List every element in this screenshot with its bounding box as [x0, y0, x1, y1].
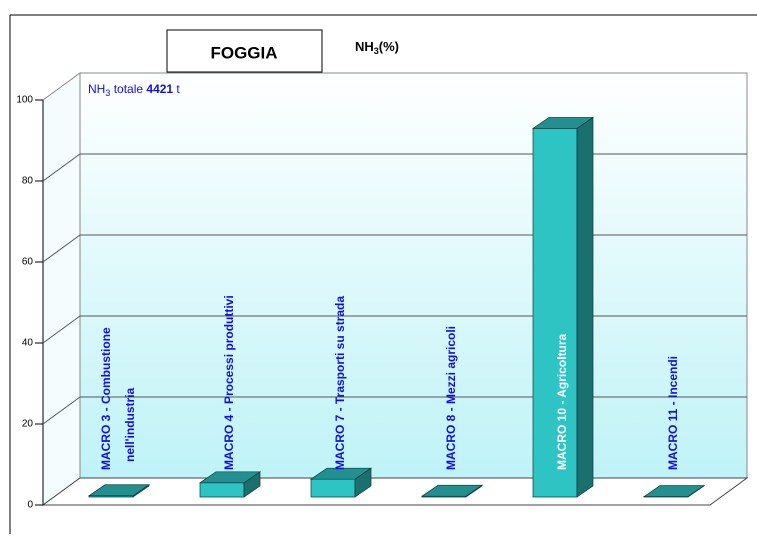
x-category-label: MACRO 8 - Mezzi agricoli	[444, 326, 458, 470]
y-tick-label: 60	[22, 257, 34, 268]
y-tick-label: 100	[16, 95, 33, 106]
y-tick-label: 20	[22, 419, 34, 430]
unit-label: NH3(%)	[355, 39, 399, 56]
side-wall	[43, 73, 80, 505]
chart-title: FOGGIA	[210, 43, 277, 62]
x-category-label: MACRO 4 - Processi produttivi	[222, 295, 236, 470]
bar-side	[577, 117, 593, 497]
floor	[43, 478, 747, 505]
y-tick-label: 40	[22, 338, 34, 349]
bar-front	[311, 479, 355, 497]
bar-front	[200, 483, 244, 497]
x-category-label: MACRO 11 - Incendi	[666, 356, 680, 470]
annotation: NH3 totale 4421 t	[88, 82, 180, 98]
y-tick-label: 80	[22, 176, 34, 187]
y-tick-label: 0	[27, 500, 33, 511]
x-category-label: MACRO 7 - Trasporti su strada	[333, 296, 347, 470]
back-wall	[80, 73, 747, 478]
x-category-label: MACRO 10 - Agricoltura	[555, 333, 569, 470]
